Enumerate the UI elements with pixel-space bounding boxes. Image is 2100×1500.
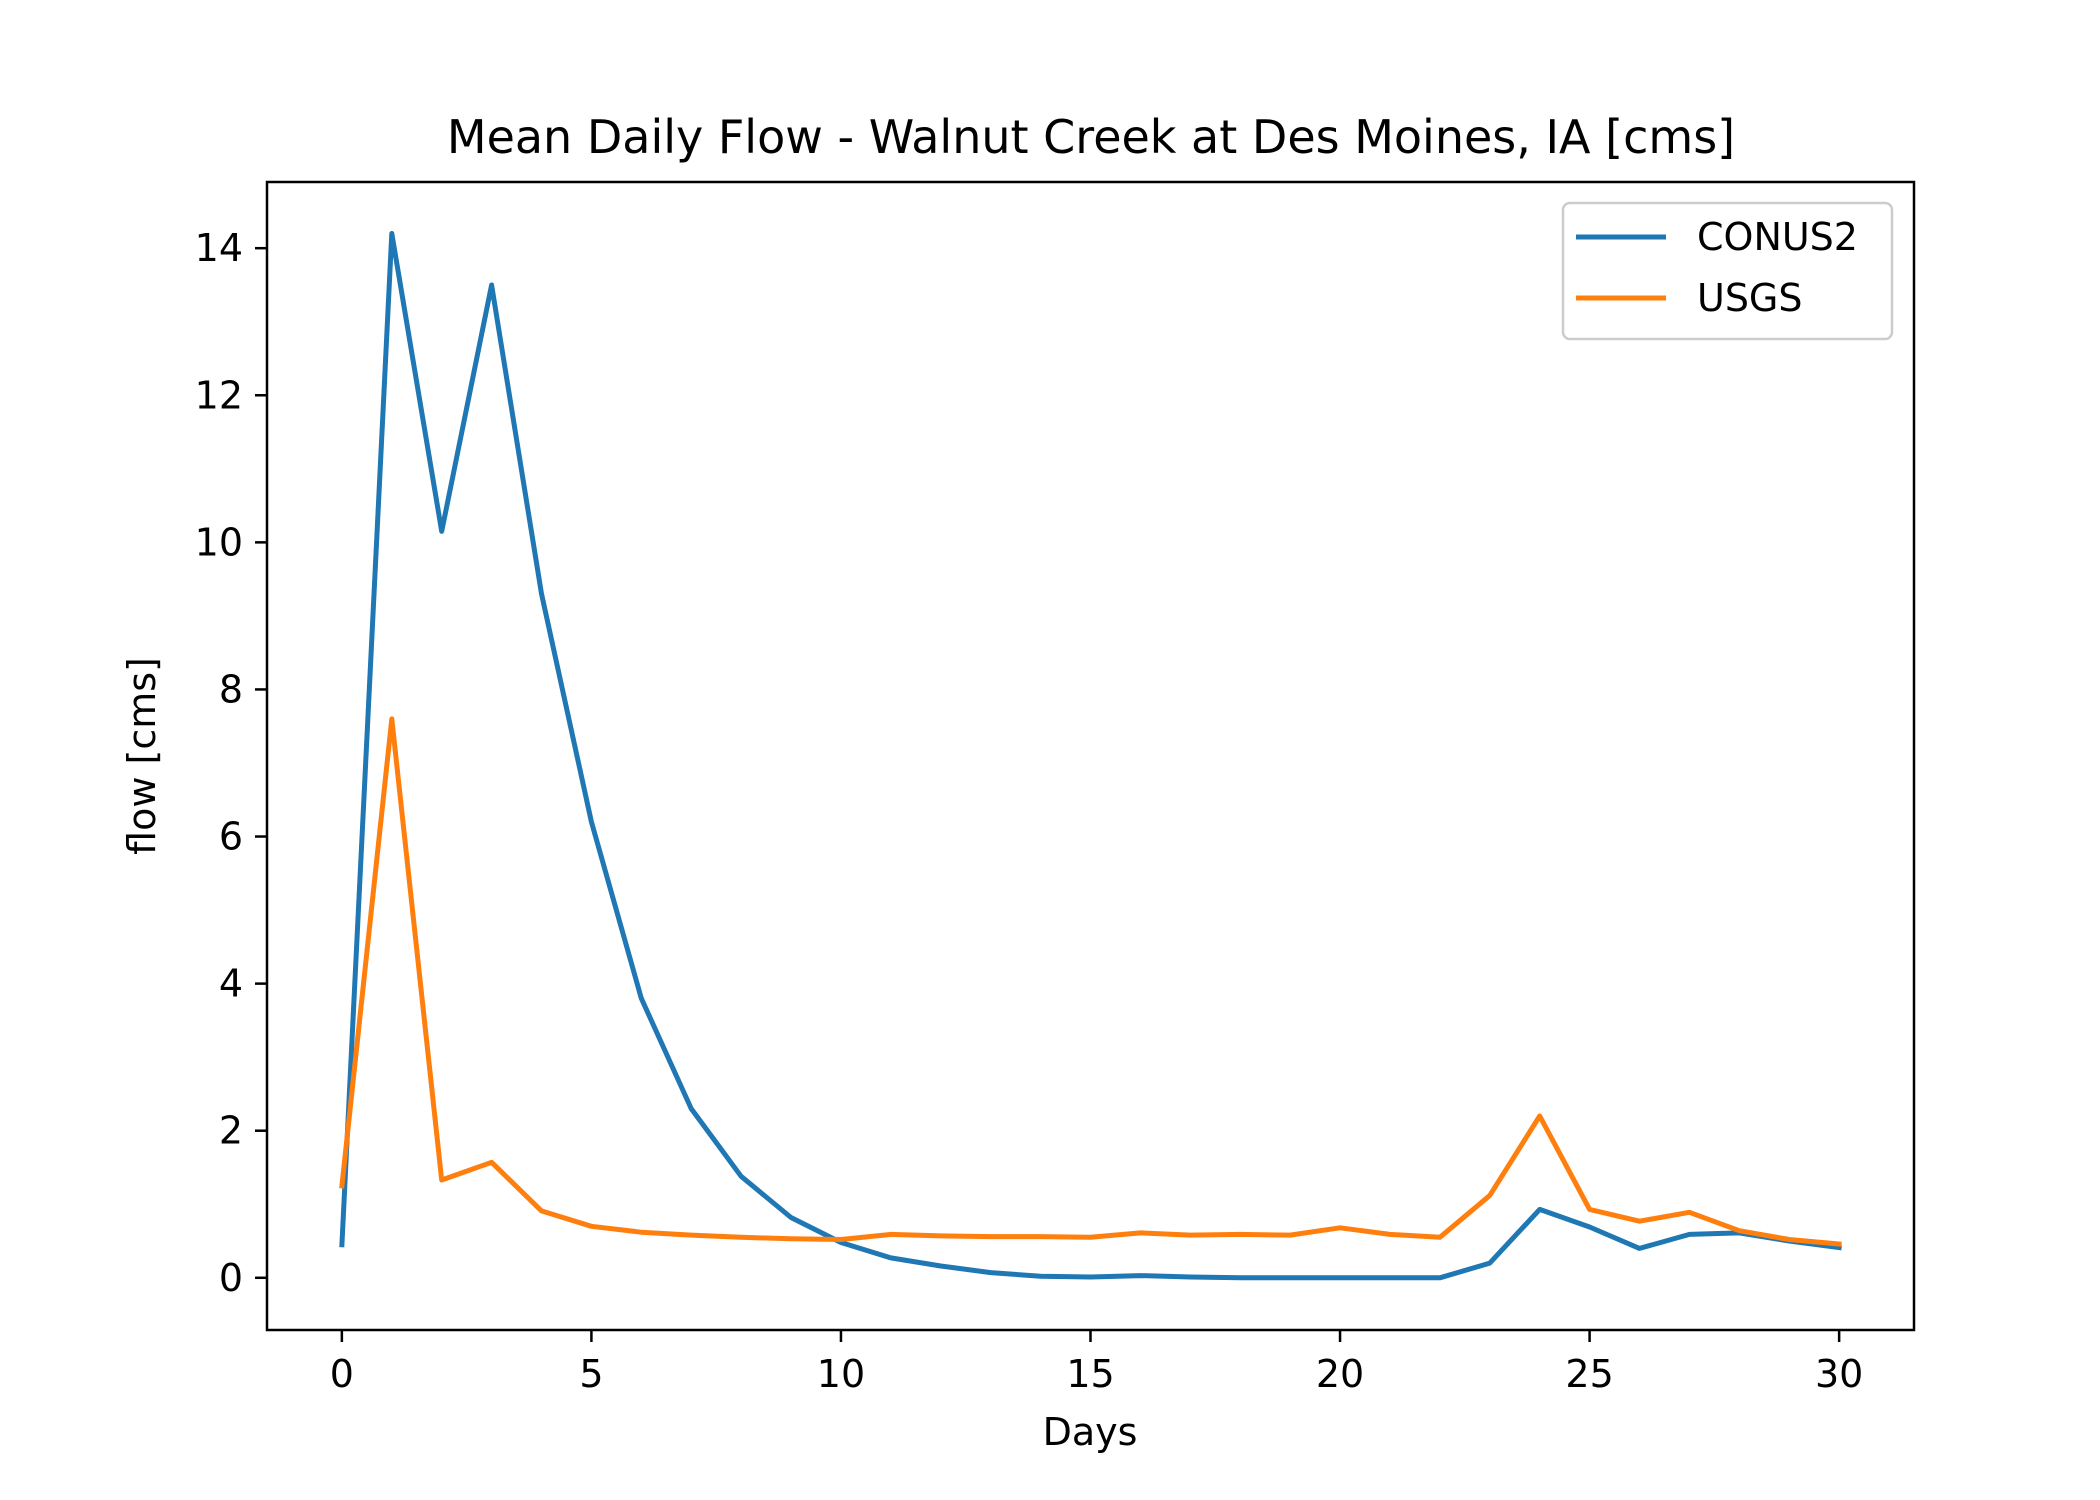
- plot-area: [339, 231, 1842, 1281]
- series-line-usgs: [339, 716, 1842, 1247]
- x-tick-label: 5: [579, 1352, 603, 1396]
- x-tick-label: 25: [1565, 1352, 1613, 1396]
- y-axis: 0 2 4 6 8 10 12 14: [195, 226, 267, 1300]
- y-tick-label: 10: [195, 520, 243, 564]
- x-tick-label: 30: [1815, 1352, 1863, 1396]
- series-line-conus2: [339, 231, 1842, 1281]
- y-tick-label: 0: [219, 1256, 243, 1300]
- y-tick-label: 12: [195, 373, 243, 417]
- y-tick-label: 2: [219, 1109, 243, 1153]
- y-tick-label: 4: [219, 962, 243, 1006]
- x-axis-label: Days: [1043, 1410, 1138, 1454]
- legend-label-conus2: CONUS2: [1697, 215, 1858, 259]
- x-tick-label: 10: [817, 1352, 865, 1396]
- y-axis-label: flow [cms]: [120, 657, 164, 855]
- y-tick-label: 6: [219, 815, 243, 859]
- x-tick-label: 0: [330, 1352, 354, 1396]
- legend-label-usgs: USGS: [1697, 276, 1803, 320]
- x-tick-label: 15: [1066, 1352, 1114, 1396]
- y-tick-label: 14: [195, 226, 243, 270]
- chart-title: Mean Daily Flow - Walnut Creek at Des Mo…: [447, 110, 1735, 164]
- x-tick-label: 20: [1316, 1352, 1364, 1396]
- legend: CONUS2 USGS: [1561, 201, 1894, 341]
- x-axis: 0 5 10 15 20 25 30: [330, 1330, 1863, 1396]
- y-tick-label: 8: [219, 667, 243, 711]
